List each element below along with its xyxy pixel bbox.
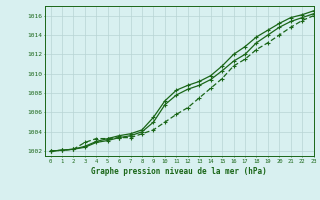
X-axis label: Graphe pression niveau de la mer (hPa): Graphe pression niveau de la mer (hPa) <box>91 167 267 176</box>
